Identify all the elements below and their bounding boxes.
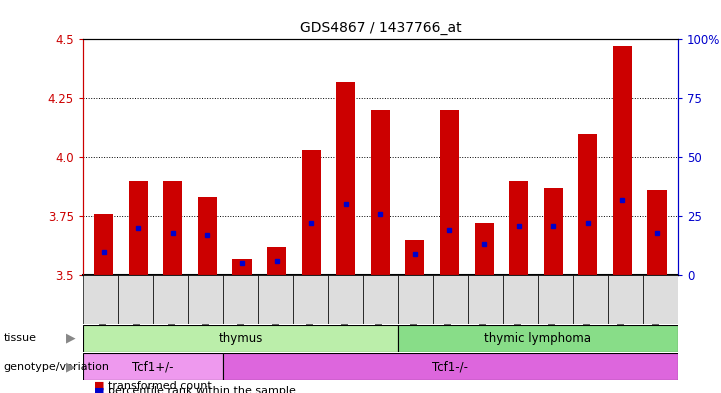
Text: genotype/variation: genotype/variation: [4, 362, 110, 372]
Bar: [293, 275, 328, 324]
Bar: [94, 214, 113, 275]
Bar: [503, 275, 538, 324]
Bar: [613, 46, 632, 275]
Bar: [83, 325, 398, 352]
Bar: [474, 223, 494, 275]
Bar: [608, 275, 642, 324]
Bar: [328, 275, 363, 324]
Bar: [198, 197, 217, 275]
Bar: [371, 110, 390, 275]
Text: thymic lymphoma: thymic lymphoma: [485, 332, 591, 345]
Bar: [538, 275, 572, 324]
Bar: [129, 181, 148, 275]
Text: ▶: ▶: [66, 360, 76, 373]
Bar: [223, 353, 678, 380]
Text: percentile rank within the sample: percentile rank within the sample: [108, 386, 296, 393]
Bar: [188, 275, 223, 324]
Bar: [118, 275, 153, 324]
Bar: [83, 275, 118, 324]
Text: ■: ■: [94, 386, 105, 393]
Bar: [83, 353, 223, 380]
Bar: [468, 275, 503, 324]
Bar: [578, 134, 597, 275]
Bar: [301, 150, 321, 275]
Bar: [398, 325, 678, 352]
Text: Tcf1-/-: Tcf1-/-: [433, 360, 469, 373]
Bar: [440, 110, 459, 275]
Bar: [642, 275, 678, 324]
Text: ■: ■: [94, 381, 105, 391]
Bar: [232, 259, 252, 275]
Title: GDS4867 / 1437766_at: GDS4867 / 1437766_at: [299, 22, 461, 35]
Text: thymus: thymus: [218, 332, 262, 345]
Text: transformed count: transformed count: [108, 381, 212, 391]
Bar: [433, 275, 468, 324]
Bar: [153, 275, 188, 324]
Bar: [572, 275, 608, 324]
Bar: [398, 275, 433, 324]
Bar: [258, 275, 293, 324]
Bar: [363, 275, 398, 324]
Bar: [509, 181, 528, 275]
Text: Tcf1+/-: Tcf1+/-: [132, 360, 174, 373]
Bar: [223, 275, 258, 324]
Bar: [647, 190, 666, 275]
Text: tissue: tissue: [4, 333, 37, 343]
Bar: [336, 82, 355, 275]
Bar: [267, 247, 286, 275]
Bar: [405, 240, 425, 275]
Text: ▶: ▶: [66, 332, 76, 345]
Bar: [164, 181, 182, 275]
Bar: [544, 188, 563, 275]
